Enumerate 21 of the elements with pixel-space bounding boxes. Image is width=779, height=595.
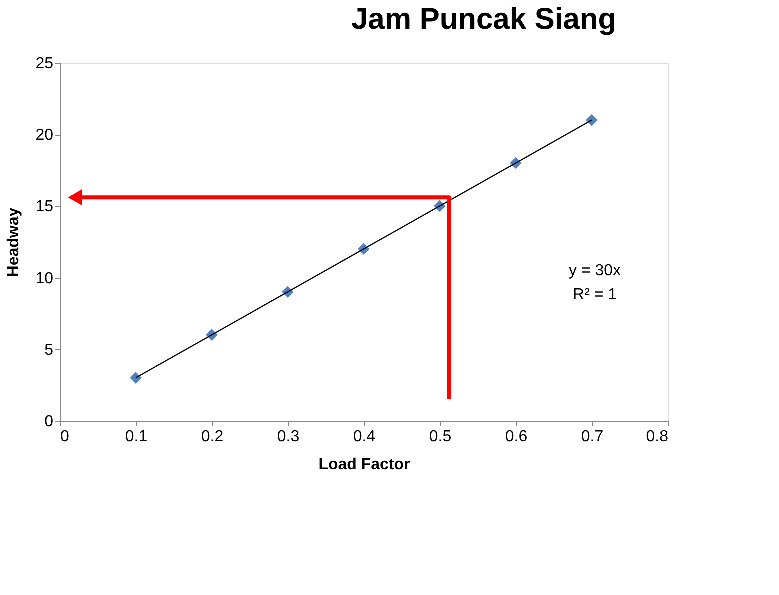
- chart-title: Jam Puncak Siang: [351, 3, 617, 36]
- x-tick-label: 0.6: [505, 428, 528, 446]
- x-tick-label: 0: [60, 428, 70, 446]
- y-axis-title: Headway: [6, 208, 23, 278]
- x-tick-label: 0.5: [429, 428, 452, 446]
- x-axis-title: Load Factor: [318, 456, 410, 474]
- point: [586, 114, 598, 126]
- annotation: R² = 1: [573, 286, 618, 304]
- y-tick-label: 20: [36, 127, 54, 144]
- annotation: y = 30x: [569, 262, 622, 280]
- y-tick-label: 5: [44, 342, 54, 359]
- x-tick-label: 0.1: [125, 428, 148, 446]
- x-tick-label: 0.7: [581, 428, 604, 446]
- x-tick-label: 0.8: [646, 428, 669, 446]
- y-tick-label: 10: [36, 270, 54, 288]
- x-tick-label: 0.4: [353, 428, 376, 446]
- x-tick-label: 0.2: [201, 428, 224, 446]
- x-tick-label: 0.3: [277, 428, 300, 446]
- y-tick-label: 25: [36, 56, 54, 72]
- y-tick-label: 0: [44, 414, 54, 430]
- y-tick-label: 15: [36, 198, 54, 216]
